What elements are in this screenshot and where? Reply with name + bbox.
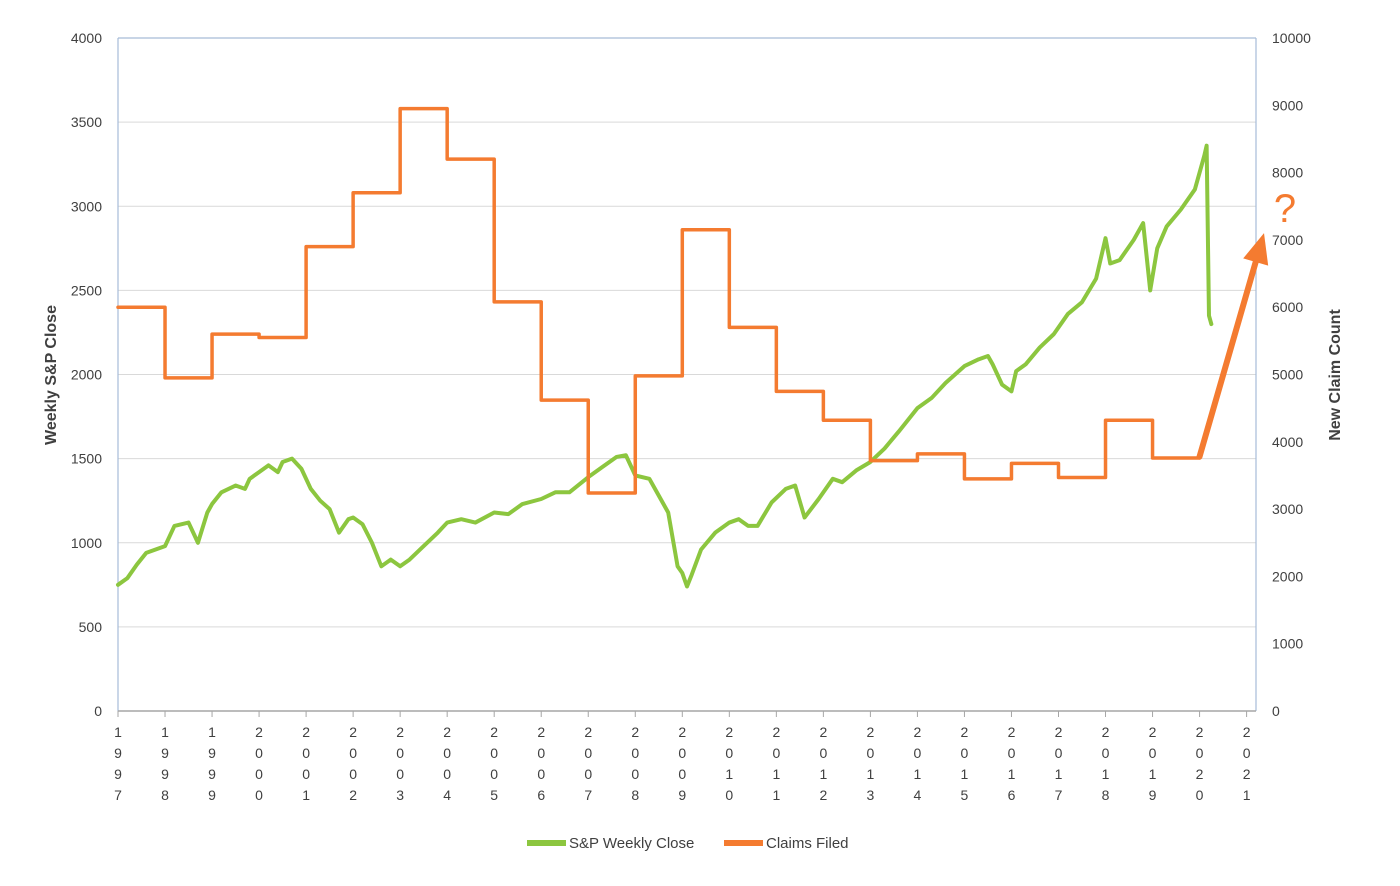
left-tick-label: 1000 xyxy=(71,535,102,551)
right-tick-label: 5000 xyxy=(1272,367,1303,383)
left-tick-label: 1500 xyxy=(71,451,102,467)
right-tick-label: 8000 xyxy=(1272,165,1303,181)
right-tick-label: 1000 xyxy=(1272,636,1303,652)
right-tick-label: 3000 xyxy=(1272,501,1303,517)
right-tick-label: 6000 xyxy=(1272,299,1303,315)
legend-label-claims: Claims Filed xyxy=(766,835,849,852)
right-tick-label: 0 xyxy=(1272,703,1280,719)
right-axis-ticks: 0 1000 2000 3000 4000 5000 6000 7000 8000 9000 100… xyxy=(1272,30,1311,719)
left-axis-title: Weekly S&P Close xyxy=(43,305,60,445)
left-axis-ticks: 0 500 1000 1500 2000 2500 3000 3500 4000 xyxy=(71,30,102,719)
question-mark-annotation: ? xyxy=(1274,187,1296,231)
right-tick-label: 9000 xyxy=(1272,97,1303,113)
right-tick-label: 2000 xyxy=(1272,568,1303,584)
left-tick-label: 2500 xyxy=(71,282,102,298)
left-tick-label: 0 xyxy=(94,703,102,719)
left-tick-label: 2000 xyxy=(71,367,102,383)
legend: S&P Weekly Close Claims Filed xyxy=(527,835,849,852)
sp-weekly-close-line xyxy=(118,146,1211,587)
right-axis-title: New Claim Count xyxy=(1327,309,1344,441)
series-layer xyxy=(118,109,1212,587)
legend-item-claims[interactable]: Claims Filed xyxy=(724,835,849,852)
gridlines xyxy=(118,38,1256,627)
annotation-layer: ? xyxy=(1200,187,1297,457)
left-tick-label: 4000 xyxy=(71,30,102,46)
legend-item-sp[interactable]: S&P Weekly Close xyxy=(527,835,694,852)
right-tick-label: 4000 xyxy=(1272,434,1303,450)
left-tick-label: 3500 xyxy=(71,114,102,130)
right-tick-label: 10000 xyxy=(1272,30,1311,46)
legend-label-sp: S&P Weekly Close xyxy=(569,835,694,852)
right-tick-label: 7000 xyxy=(1272,232,1303,248)
claims-filed-line xyxy=(118,109,1200,493)
left-tick-label: 500 xyxy=(79,619,103,635)
left-tick-label: 3000 xyxy=(71,198,102,214)
